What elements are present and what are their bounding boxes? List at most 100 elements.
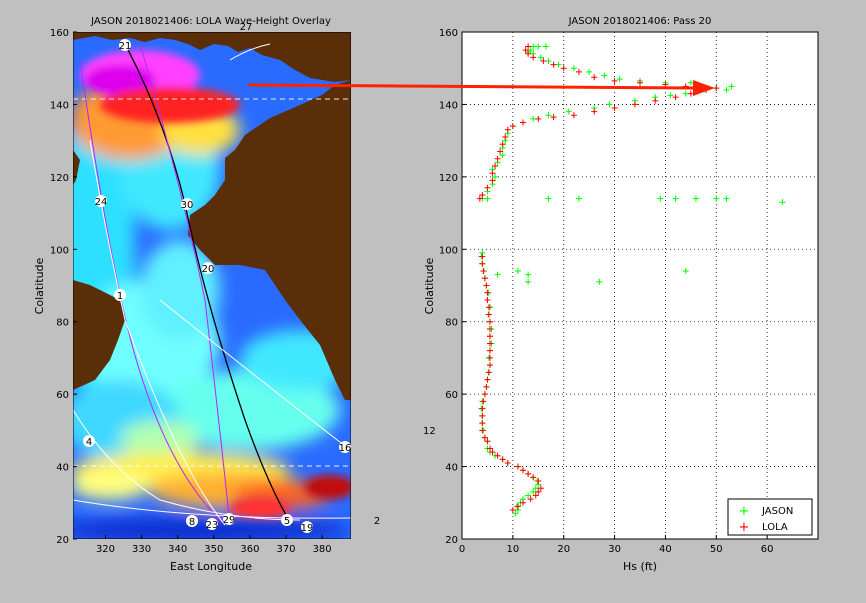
data-point (530, 54, 537, 61)
data-point (509, 123, 516, 130)
map-y-tick-label: 160 (50, 28, 69, 39)
data-point (499, 456, 506, 463)
map-x-tick-label: 350 (204, 544, 223, 555)
track-white-d (159, 299, 346, 447)
y-tick-label: 160 (439, 28, 458, 39)
data-point (525, 470, 532, 477)
data-point (489, 449, 496, 456)
map-x-tick-label: 360 (240, 544, 259, 555)
data-point (481, 275, 488, 282)
land-north (73, 32, 351, 82)
svg-text:5: 5 (284, 516, 290, 527)
legend-marker-lola: + (739, 520, 750, 535)
pass-label: 23 (206, 518, 218, 531)
data-point (494, 452, 501, 459)
data-point (499, 141, 506, 148)
map-y-tick-label: 100 (50, 245, 69, 256)
data-point (530, 488, 537, 495)
data-point (570, 112, 577, 119)
map-x-tick-label: 380 (313, 544, 332, 555)
x-tick-label: 40 (659, 544, 672, 555)
pass-label: 2 (374, 516, 380, 527)
data-point (530, 43, 537, 50)
svg-text:29: 29 (223, 515, 236, 526)
data-point (545, 112, 552, 119)
track-white-e (229, 43, 271, 61)
track-magenta-b (139, 43, 231, 526)
data-point (728, 83, 735, 90)
data-point (545, 57, 552, 64)
data-point (545, 195, 552, 202)
x-tick-label: 50 (710, 544, 723, 555)
data-point (637, 79, 643, 86)
data-point (492, 173, 499, 180)
plot-area (461, 31, 819, 540)
data-point (565, 108, 572, 115)
data-point (486, 362, 493, 369)
map-y-tick-label: 80 (56, 318, 69, 329)
data-point (560, 65, 567, 72)
data-point (504, 126, 511, 133)
pass-tracks (73, 43, 351, 526)
data-point (591, 74, 598, 81)
track-white-c (73, 499, 351, 519)
map-x-tick-label: 330 (132, 544, 151, 555)
data-point (667, 92, 674, 99)
map-y-tick-label: 60 (56, 390, 69, 401)
data-point (692, 195, 699, 202)
svg-text:24: 24 (95, 197, 108, 208)
legend-marker-jason: + (739, 504, 750, 519)
data-point (723, 86, 730, 93)
map-y-tick-label: 120 (50, 173, 69, 184)
data-point (492, 162, 499, 169)
map-y-tick-label: 40 (56, 463, 69, 474)
data-point (616, 76, 623, 83)
data-point (687, 90, 694, 97)
data-point (514, 503, 521, 510)
map-x-tick-label: 320 (96, 544, 115, 555)
data-point (672, 94, 679, 101)
data-point (486, 318, 493, 325)
data-point (525, 278, 532, 285)
grid (462, 32, 818, 539)
pass-labels: 21 27 24 30 20 1 4 16 8 23 29 5 19 2 (83, 22, 380, 534)
data-point (596, 278, 603, 285)
legend-box (727, 498, 813, 536)
data-point (483, 383, 490, 390)
pass-label: 30 (181, 198, 193, 211)
data-point (525, 43, 532, 50)
data-point (525, 50, 532, 57)
scatter-ylabel: Colatitude (423, 257, 436, 314)
land-africa (188, 80, 351, 400)
data-point (486, 347, 493, 354)
scatter-title: JASON 2018021406: Pass 20 (568, 16, 712, 27)
map-axes: 320 330 340 350 360 370 3802040608010012014016… (50, 28, 332, 555)
data-point (586, 68, 593, 75)
data-point (713, 195, 720, 202)
data-point (682, 90, 689, 97)
svg-text:27: 27 (240, 22, 253, 33)
data-point (535, 115, 542, 122)
data-point (779, 199, 786, 206)
data-point (537, 485, 544, 492)
data-point (486, 354, 493, 361)
data-point (525, 271, 532, 278)
pass-label: 27 (240, 22, 253, 33)
data-point (575, 68, 582, 75)
data-point (485, 311, 492, 318)
data-point (606, 101, 613, 108)
map-panel: JASON 2018021406: LOLA Wave-Height Overl… (33, 16, 380, 573)
data-point (550, 114, 557, 121)
data-point (484, 184, 491, 191)
data-point (514, 268, 521, 275)
y-tick-label: 100 (439, 245, 458, 256)
data-point (591, 108, 598, 115)
pass-label: 29 (223, 513, 236, 526)
x-tick-label: 20 (557, 544, 570, 555)
land-south-america (73, 280, 125, 390)
pass-label: 24 (95, 195, 108, 208)
data-point (486, 340, 493, 347)
x-tick-label: 30 (608, 544, 621, 555)
scatter-xlabel: Hs (ft) (623, 560, 657, 573)
